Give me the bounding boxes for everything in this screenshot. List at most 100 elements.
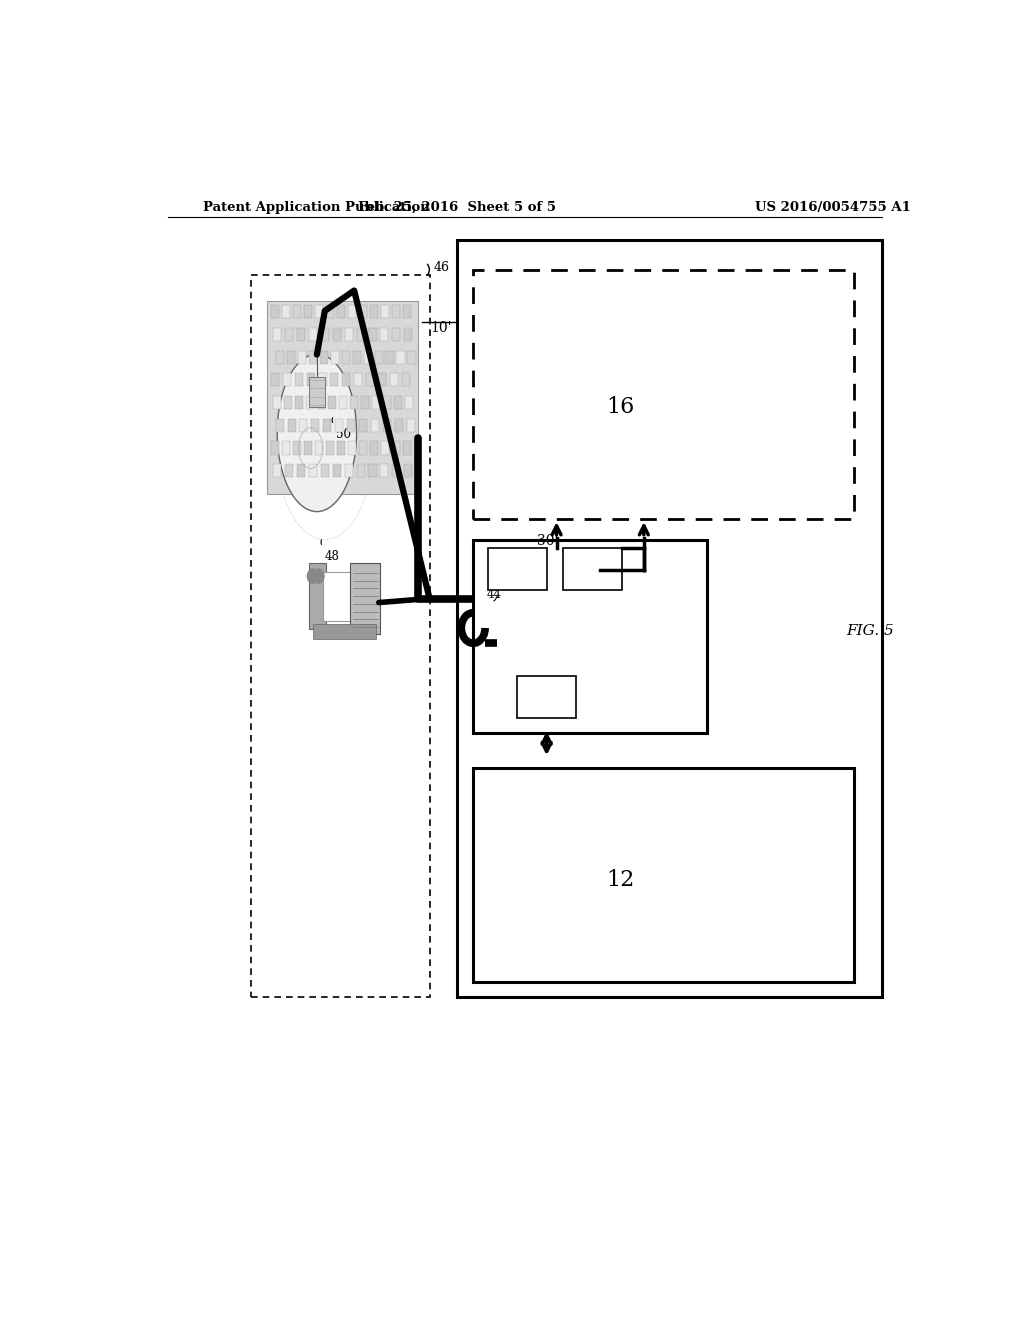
Bar xyxy=(383,396,391,409)
Bar xyxy=(370,441,378,454)
Bar xyxy=(328,396,336,409)
Bar xyxy=(402,441,411,454)
Bar xyxy=(335,418,343,432)
Bar xyxy=(473,768,854,982)
Bar xyxy=(364,351,372,364)
Bar xyxy=(270,441,279,454)
Text: 46: 46 xyxy=(433,260,450,273)
Bar xyxy=(331,374,338,387)
Bar xyxy=(306,396,314,409)
Bar xyxy=(354,374,362,387)
Bar xyxy=(383,418,391,432)
Bar xyxy=(314,441,323,454)
Bar xyxy=(408,351,416,364)
Bar xyxy=(392,441,399,454)
Bar xyxy=(306,374,314,387)
Bar xyxy=(314,305,323,318)
Text: Patent Application Publication: Patent Application Publication xyxy=(204,201,430,214)
Bar xyxy=(390,374,398,387)
Bar xyxy=(407,418,415,432)
Bar xyxy=(381,305,389,318)
Bar xyxy=(304,305,312,318)
Bar xyxy=(371,418,379,432)
Text: 48: 48 xyxy=(325,549,340,562)
Bar xyxy=(285,465,293,478)
Bar xyxy=(473,271,854,519)
Bar xyxy=(270,305,279,318)
Bar xyxy=(275,351,284,364)
Bar xyxy=(348,305,355,318)
Bar xyxy=(326,305,334,318)
Bar xyxy=(404,327,413,341)
Bar xyxy=(318,374,327,387)
Text: 42': 42' xyxy=(509,564,526,573)
Bar xyxy=(342,374,350,387)
Bar xyxy=(297,327,305,341)
Bar xyxy=(287,351,295,364)
Bar xyxy=(309,327,317,341)
Bar xyxy=(350,396,358,409)
Bar xyxy=(313,624,377,639)
Bar xyxy=(392,327,400,341)
Bar xyxy=(321,327,329,341)
Bar xyxy=(350,562,380,634)
Bar xyxy=(333,327,341,341)
Bar xyxy=(347,418,355,432)
Bar xyxy=(563,548,623,590)
Bar xyxy=(311,418,319,432)
Bar xyxy=(285,396,292,409)
Bar xyxy=(378,374,386,387)
Text: 50: 50 xyxy=(336,428,351,441)
Text: US 2016/0054755 A1: US 2016/0054755 A1 xyxy=(755,201,910,214)
Bar xyxy=(392,465,400,478)
Bar xyxy=(369,327,377,341)
Bar xyxy=(293,441,301,454)
Bar xyxy=(333,465,341,478)
Bar xyxy=(369,465,377,478)
Bar xyxy=(402,305,411,318)
Bar xyxy=(282,305,290,318)
Text: FIG. 5: FIG. 5 xyxy=(846,624,894,638)
Bar xyxy=(273,327,282,341)
Bar xyxy=(370,305,378,318)
Bar xyxy=(517,676,577,718)
Ellipse shape xyxy=(278,354,356,512)
Bar xyxy=(267,301,418,494)
Bar xyxy=(251,276,430,997)
Bar xyxy=(273,465,282,478)
Bar xyxy=(392,305,399,318)
Bar xyxy=(385,351,393,364)
Bar xyxy=(361,396,370,409)
Bar xyxy=(309,465,317,478)
Bar xyxy=(309,378,325,408)
Bar xyxy=(339,396,347,409)
Bar xyxy=(309,562,327,630)
Text: 44: 44 xyxy=(486,587,502,601)
Text: 30': 30' xyxy=(537,535,558,549)
Bar xyxy=(401,374,410,387)
Bar xyxy=(283,374,291,387)
Bar xyxy=(359,418,367,432)
Bar xyxy=(380,327,388,341)
Bar xyxy=(372,396,380,409)
Text: 16: 16 xyxy=(606,396,634,418)
Bar xyxy=(337,305,345,318)
Bar xyxy=(358,441,367,454)
Bar xyxy=(321,465,329,478)
Bar xyxy=(299,418,307,432)
Text: 52: 52 xyxy=(367,606,381,619)
Bar xyxy=(345,465,352,478)
Bar xyxy=(331,351,339,364)
Bar xyxy=(345,327,352,341)
Bar xyxy=(324,418,332,432)
Bar xyxy=(308,351,316,364)
Bar xyxy=(297,465,305,478)
Bar xyxy=(473,540,708,733)
Bar xyxy=(317,396,326,409)
Text: Feb. 25, 2016  Sheet 5 of 5: Feb. 25, 2016 Sheet 5 of 5 xyxy=(358,201,556,214)
Bar xyxy=(337,441,345,454)
Bar xyxy=(342,351,349,364)
Bar xyxy=(394,418,402,432)
Text: 38': 38' xyxy=(539,692,556,702)
Bar xyxy=(404,465,413,478)
